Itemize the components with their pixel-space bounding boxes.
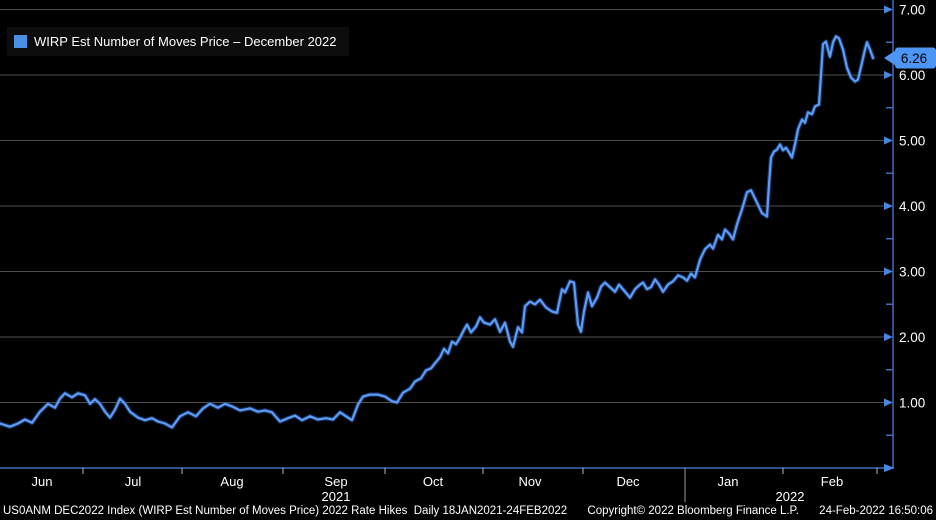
- y-major-tick-arrow: [884, 333, 893, 341]
- x-month-label: Feb: [821, 474, 843, 489]
- y-major-tick-arrow: [884, 136, 893, 145]
- x-month-label: Jun: [32, 474, 53, 489]
- footer-security-info: US0ANM DEC2022 Index (WIRP Est Number of…: [3, 505, 568, 517]
- x-year-label: 2022: [776, 489, 805, 504]
- y-major-tick-arrow: [884, 202, 893, 210]
- last-value-label: 6.26: [901, 51, 927, 66]
- y-axis-label: 7.00: [899, 3, 925, 18]
- footer-copyright: Copyright© 2022 Bloomberg Finance L.P.: [587, 505, 799, 517]
- x-month-label: Jan: [718, 474, 739, 489]
- y-axis-label: 3.00: [899, 265, 925, 280]
- y-axis-label: 4.00: [899, 199, 925, 214]
- footer-bar: US0ANM DEC2022 Index (WIRP Est Number of…: [0, 502, 936, 520]
- x-month-label: Jul: [125, 474, 142, 489]
- y-major-tick-arrow: [884, 5, 893, 14]
- last-value-badge-arrow: [884, 49, 897, 67]
- series-line-glow: [0, 34, 876, 430]
- footer-timestamp: 24-Feb-2022 16:50:06: [819, 505, 933, 517]
- y-major-tick-arrow: [884, 71, 893, 79]
- x-axis-end-arrow: [884, 464, 895, 472]
- y-major-tick-arrow: [884, 398, 893, 407]
- y-axis-label: 5.00: [899, 134, 925, 149]
- y-axis-label: 1.00: [899, 396, 925, 411]
- last-value-badge: [895, 47, 936, 69]
- y-axis-label: 6.00: [899, 68, 925, 83]
- series-swatch-icon: [14, 35, 27, 48]
- y-major-tick-arrow: [884, 267, 893, 276]
- y-axis-label: 2.00: [899, 330, 925, 345]
- x-month-label: Dec: [616, 474, 640, 489]
- legend-item[interactable]: WIRP Est Number of Moves Price – Decembe…: [7, 27, 349, 56]
- x-month-label: Sep: [324, 474, 347, 489]
- legend-label: WIRP Est Number of Moves Price – Decembe…: [34, 34, 337, 49]
- x-month-label: Nov: [518, 474, 542, 489]
- x-month-label: Aug: [220, 474, 243, 489]
- series-line: [0, 35, 875, 429]
- x-month-label: Oct: [423, 474, 444, 489]
- x-year-label: 2021: [322, 489, 351, 504]
